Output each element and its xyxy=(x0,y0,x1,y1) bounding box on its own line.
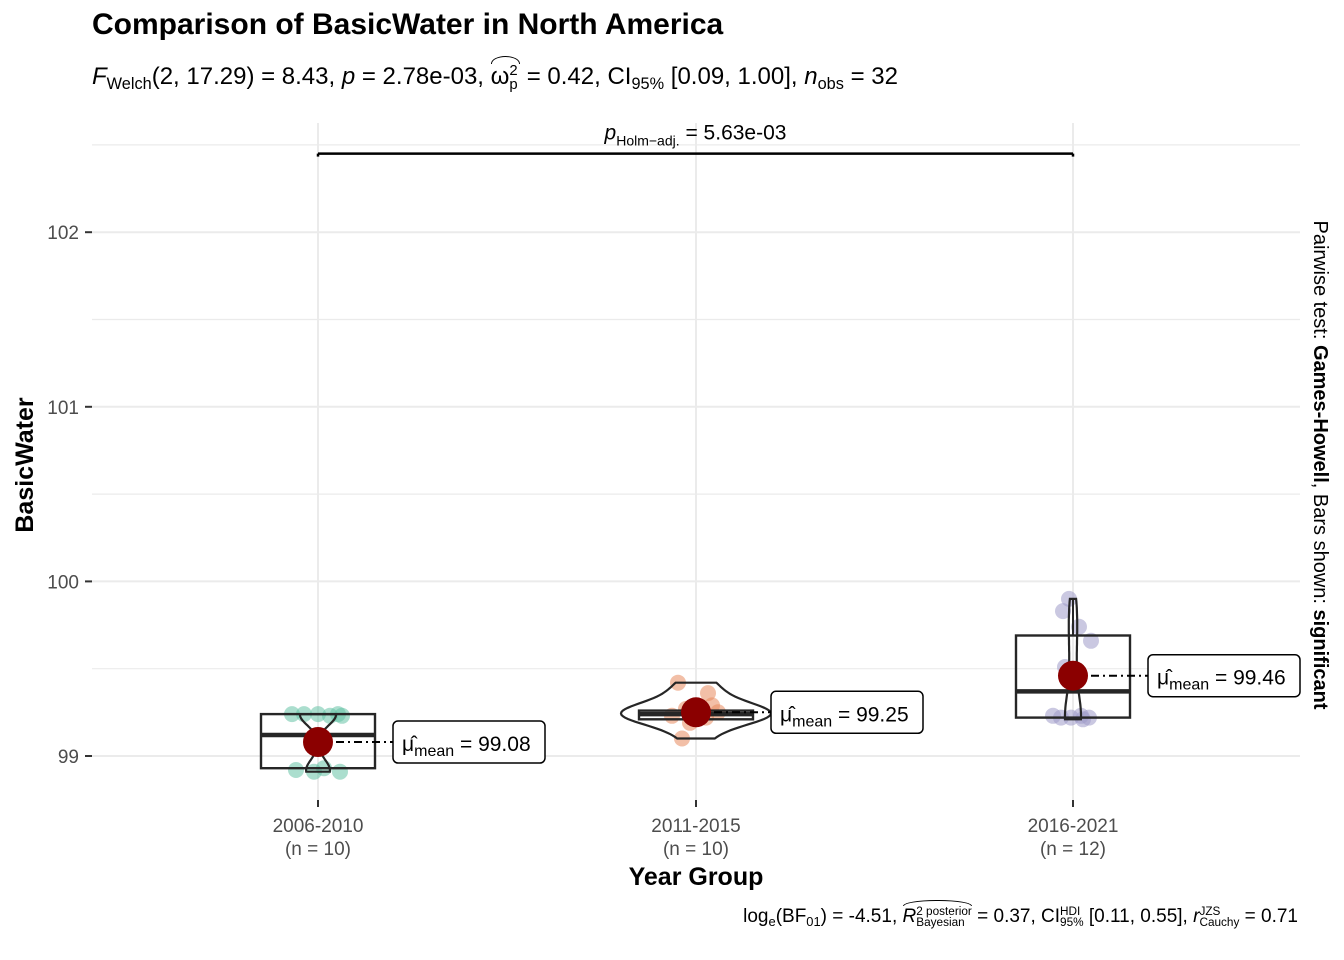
data-point xyxy=(1071,618,1087,635)
x-tick-label: 2011-2015 xyxy=(651,816,740,837)
effect-symbol: ω xyxy=(490,62,510,90)
mean-label: μ̂mean = 99.25 xyxy=(780,703,909,730)
mean-label: μ̂mean = 99.08 xyxy=(402,733,531,760)
x-axis: 2006-2010(n = 10)2011-2015(n = 10)2016-2… xyxy=(273,800,1119,860)
mean-label-value: = 99.08 xyxy=(454,733,530,756)
mean-point xyxy=(1058,660,1088,691)
mean-point xyxy=(681,697,711,728)
violin-outline xyxy=(619,681,773,740)
pairwise-label-symbol: p xyxy=(604,122,617,145)
cauchy-sub: Cauchy xyxy=(1199,916,1240,930)
grid-lines xyxy=(92,123,1300,800)
data-point xyxy=(332,763,348,780)
hdi-value: [0.11, 0.55], xyxy=(1083,906,1194,928)
hdi-stack: HDI 95% xyxy=(1060,905,1084,930)
x-axis-label: Year Group xyxy=(629,863,764,891)
cauchy-stack: JZS Cauchy xyxy=(1199,905,1240,930)
cauchy-symbol: r xyxy=(1193,906,1200,928)
pairwise-label: pHolm−adj. = 5.63e-03 xyxy=(604,122,787,149)
cauchy-value: = 0.71 xyxy=(1239,906,1298,928)
y-tick-label: 99 xyxy=(58,747,79,768)
chart-marks: μ̂mean = 99.08μ̂mean = 99.25μ̂mean = 99.… xyxy=(259,590,1301,780)
bf-value: ) = -4.51, xyxy=(820,906,903,928)
data-point xyxy=(1055,603,1071,620)
bf-open: (BF xyxy=(775,906,807,928)
mean-label-box xyxy=(770,690,924,735)
p-value: = 2.78e-03, xyxy=(355,62,491,90)
data-point xyxy=(334,707,350,724)
n-label: n xyxy=(804,62,818,90)
r-sub: Bayesian xyxy=(916,916,965,930)
mean-label: μ̂mean = 99.46 xyxy=(1157,667,1286,694)
r-sup: 2 posterior xyxy=(916,905,972,918)
r-value: = 0.37, CI xyxy=(971,906,1061,928)
pairwise-test-prefix: Pairwise test: xyxy=(1309,220,1331,344)
stat-name: F xyxy=(92,62,107,90)
stat-args: (2, 17.29) xyxy=(151,62,255,90)
bf-prefix: log xyxy=(743,906,769,928)
group-2016-2021: μ̂mean = 99.46 xyxy=(1014,590,1301,728)
x-tick-count: (n = 10) xyxy=(663,839,729,860)
group-2011-2015: μ̂mean = 99.25 xyxy=(619,674,924,747)
bf-sub2: 01 xyxy=(806,914,821,930)
pairwise-test-middle: , Bars shown: xyxy=(1309,483,1331,610)
pairwise-test-shown: significant xyxy=(1309,610,1331,710)
stat-sub: Welch xyxy=(106,75,152,94)
y-axis: 99 100 101 102 xyxy=(47,223,92,768)
stat-value: = 8.43, xyxy=(254,62,342,90)
mean-label-sub: mean xyxy=(792,713,832,730)
mean-label-box xyxy=(1147,653,1301,698)
n-value: = 32 xyxy=(843,62,898,90)
x-tick-label: 2006-2010 xyxy=(273,816,364,837)
p-label: p xyxy=(341,62,356,90)
pairwise-test-label: Pairwise test: Games-Howell, Bars shown:… xyxy=(1309,220,1331,709)
hdi-sub: 95% xyxy=(1060,916,1084,930)
mean-label-box xyxy=(392,720,546,764)
x-tick-count: (n = 10) xyxy=(285,839,351,860)
x-tick-count: (n = 12) xyxy=(1040,839,1106,860)
r-symbol: R xyxy=(902,906,917,928)
pairwise-label-value: = 5.63e-03 xyxy=(680,122,787,145)
effect-sub: p xyxy=(509,77,518,94)
n-sub: obs xyxy=(817,75,844,94)
effect-sup: 2 xyxy=(509,63,518,79)
mean-label-sub: mean xyxy=(1169,677,1209,694)
r-stack: 2 posterior Bayesian xyxy=(916,905,972,930)
y-axis-label: BasicWater xyxy=(11,397,39,533)
bf-sub: e xyxy=(768,914,776,930)
group-2006-2010: μ̂mean = 99.08 xyxy=(259,706,546,780)
mean-label-symbol: μ̂ xyxy=(402,733,418,756)
pairwise-test-name: Games-Howell xyxy=(1309,345,1331,483)
ci-sub: 95% xyxy=(631,75,665,94)
pairwise-bracket: pHolm−adj. = 5.63e-03 xyxy=(316,122,1075,157)
y-tick-label: 100 xyxy=(47,572,79,593)
cauchy-sup: JZS xyxy=(1199,905,1221,918)
data-point xyxy=(700,685,716,702)
effect-value: = 0.42, CI xyxy=(520,62,632,90)
mean-label-symbol: μ̂ xyxy=(1157,667,1173,690)
hdi-sup: HDI xyxy=(1060,905,1081,918)
pairwise-label-sub: Holm−adj. xyxy=(616,133,679,149)
mean-label-sub: mean xyxy=(414,743,454,760)
mean-label-value: = 99.46 xyxy=(1209,667,1285,690)
mean-label-value: = 99.25 xyxy=(832,703,908,726)
chart-title: Comparison of BasicWater in North Americ… xyxy=(92,8,724,41)
chart-subtitle: FWelch(2, 17.29) = 8.43, p = 2.78e-03, ω… xyxy=(92,56,898,94)
mean-label-symbol: μ̂ xyxy=(780,703,796,726)
ci-value: [0.09, 1.00], xyxy=(664,62,805,90)
mean-point xyxy=(303,727,333,757)
x-tick-label: 2016-2021 xyxy=(1028,816,1119,837)
y-tick-label: 102 xyxy=(47,223,79,244)
data-point xyxy=(288,762,304,778)
data-point xyxy=(1083,632,1099,649)
y-tick-label: 101 xyxy=(47,398,79,419)
